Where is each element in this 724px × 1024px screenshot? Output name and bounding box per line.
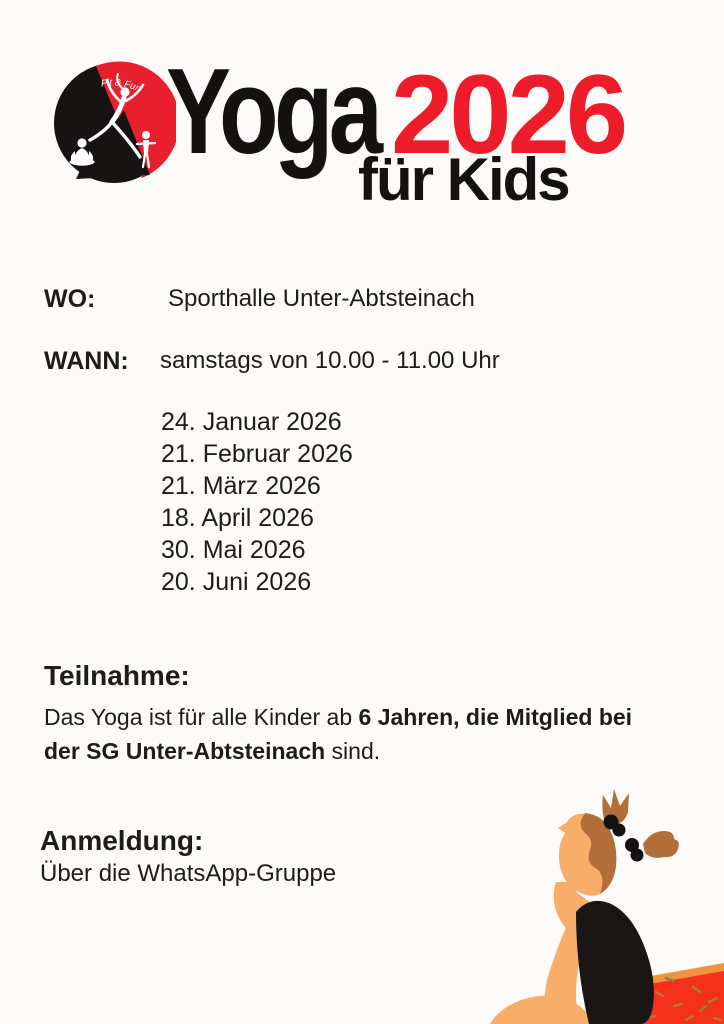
when-label: WANN: [44, 347, 129, 375]
title-yoga: Yoga [166, 43, 383, 179]
date-item: 24. Januar 2026 [161, 408, 342, 436]
registration-heading: Anmeldung: [40, 825, 204, 856]
date-item: 21. Februar 2026 [161, 440, 353, 468]
page-title: Yoga 2026 [166, 43, 628, 179]
participation-text: Das Yoga ist für alle Kinder ab 6 Jahren… [44, 700, 716, 768]
leaping-figure-icon [88, 73, 145, 159]
participation-text-normal-1: Das Yoga ist für alle Kinder ab [44, 704, 359, 730]
fit-und-fun-logo: Fit & Fun [54, 61, 176, 183]
title-year: 2026 [391, 52, 628, 177]
participation-heading: Teilnahme: [44, 660, 190, 691]
participation-text-bold-2: der SG Unter-Abtsteinach [44, 738, 326, 764]
registration-text: Über die WhatsApp-Gruppe [40, 860, 337, 887]
child-figure-icon [135, 131, 157, 169]
participation-text-bold-1: 6 Jahren, die Mitglied bei [358, 704, 633, 730]
date-item: 21. März 2026 [161, 472, 321, 500]
participation-text-normal-2: sind. [325, 738, 381, 764]
when-value: samstags von 10.00 - 11.00 Uhr [160, 347, 500, 374]
where-value: Sporthalle Unter-Abtsteinach [168, 285, 475, 312]
lotus-figure-icon [69, 138, 95, 166]
yoga-kid-illustration [490, 789, 724, 1024]
hair-ties [603, 814, 644, 862]
dates-list: 24. Januar 2026 21. Februar 2026 21. März … [161, 406, 353, 598]
page-subtitle: für Kids [358, 146, 571, 213]
date-item: 18. April 2026 [161, 504, 314, 532]
date-item: 20. Juni 2026 [161, 568, 312, 596]
where-label: WO: [44, 285, 96, 313]
date-item: 30. Mai 2026 [161, 536, 306, 564]
